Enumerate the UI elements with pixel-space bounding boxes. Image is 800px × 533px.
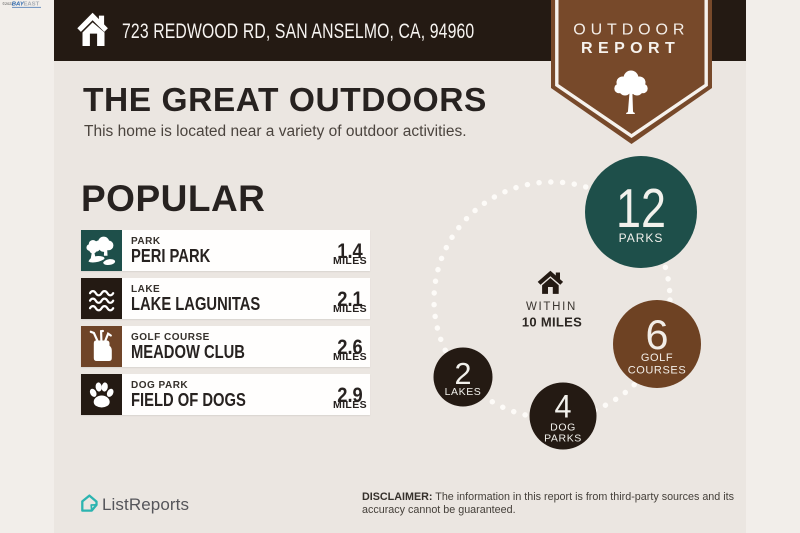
svg-text:EAST: EAST — [24, 2, 40, 8]
svg-text:2: 2 — [455, 356, 472, 391]
svg-text:12: 12 — [616, 177, 666, 239]
svg-text:4: 4 — [555, 389, 572, 425]
svg-text:GOLF: GOLF — [641, 352, 673, 364]
svg-text:LAKES: LAKES — [445, 386, 482, 398]
svg-text:BAY: BAY — [12, 2, 25, 8]
svg-text:COURSES: COURSES — [628, 365, 687, 377]
svg-text:REPORT: REPORT — [581, 40, 680, 57]
svg-text:OUTDOOR: OUTDOOR — [573, 22, 689, 39]
svg-text:10 MILES: 10 MILES — [522, 315, 582, 330]
svg-text:PARKS: PARKS — [544, 433, 582, 445]
svg-text:©2022: ©2022 — [2, 2, 13, 6]
svg-text:DOG: DOG — [550, 422, 576, 434]
svg-text:6: 6 — [646, 311, 669, 358]
svg-text:WITHIN: WITHIN — [526, 301, 577, 313]
svg-text:PARKS: PARKS — [619, 231, 664, 245]
